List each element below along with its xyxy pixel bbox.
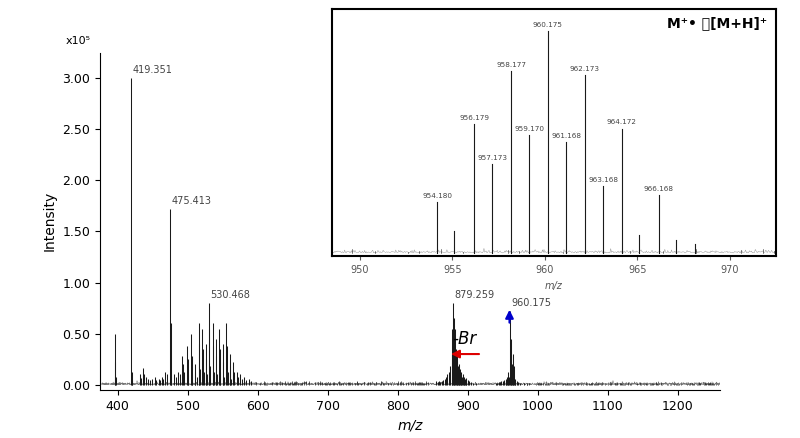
Text: 961.168: 961.168 [551, 133, 582, 138]
Text: 958.177: 958.177 [496, 62, 526, 67]
Text: 879.259: 879.259 [454, 290, 494, 300]
Text: 956.179: 956.179 [459, 115, 489, 121]
Text: 966.168: 966.168 [644, 186, 674, 192]
Text: 962.173: 962.173 [570, 66, 600, 72]
Text: 963.168: 963.168 [588, 177, 618, 183]
Y-axis label: Intensity: Intensity [42, 191, 57, 251]
Text: 954.180: 954.180 [422, 193, 452, 198]
Text: 957.173: 957.173 [478, 155, 507, 161]
Text: 475.413: 475.413 [172, 196, 212, 206]
Text: M⁺• と[M+H]⁺: M⁺• と[M+H]⁺ [667, 16, 767, 30]
Text: -Br: -Br [452, 330, 477, 348]
X-axis label: m/z: m/z [398, 418, 422, 432]
Text: 964.172: 964.172 [607, 119, 637, 125]
Text: 960.175: 960.175 [511, 298, 551, 308]
Text: 530.468: 530.468 [210, 290, 250, 300]
Text: 959.170: 959.170 [514, 126, 544, 132]
Text: x10⁵: x10⁵ [66, 36, 91, 46]
Text: 419.351: 419.351 [133, 65, 172, 75]
Text: 960.175: 960.175 [533, 21, 563, 28]
X-axis label: m/z: m/z [545, 281, 563, 291]
